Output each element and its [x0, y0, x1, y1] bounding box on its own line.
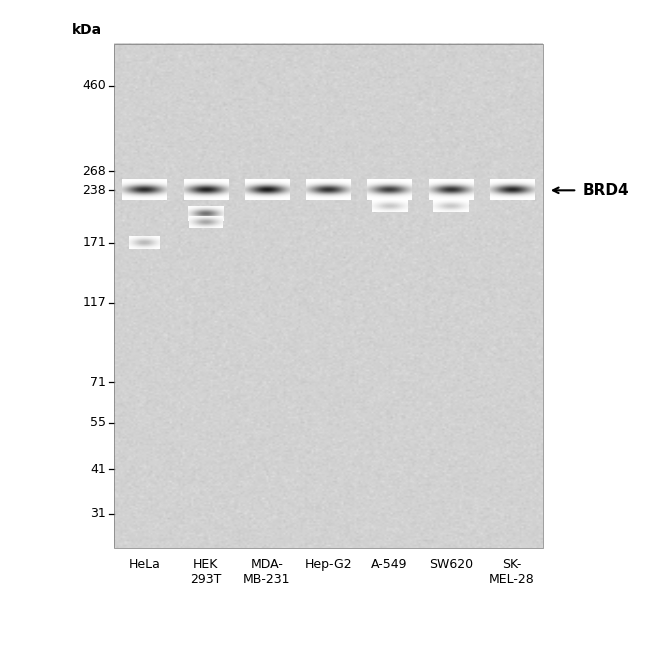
Text: 71: 71	[90, 376, 106, 388]
Text: 460: 460	[82, 79, 106, 92]
Text: 238: 238	[82, 184, 106, 197]
Text: 171: 171	[82, 237, 106, 249]
Text: HEK
293T: HEK 293T	[190, 558, 222, 586]
Text: kDa: kDa	[72, 23, 101, 37]
Text: 117: 117	[82, 296, 106, 309]
Text: MDA-
MB-231: MDA- MB-231	[243, 558, 291, 586]
Text: 41: 41	[90, 463, 106, 476]
Text: Hep-G2: Hep-G2	[304, 558, 352, 571]
Text: 268: 268	[82, 165, 106, 178]
Text: BRD4: BRD4	[582, 183, 629, 198]
Text: A-549: A-549	[371, 558, 408, 571]
Text: HeLa: HeLa	[129, 558, 161, 571]
Text: SW620: SW620	[429, 558, 473, 571]
Text: SK-
MEL-28: SK- MEL-28	[489, 558, 535, 586]
Bar	[114, 44, 543, 548]
Text: 55: 55	[90, 416, 106, 429]
Text: 31: 31	[90, 507, 106, 520]
